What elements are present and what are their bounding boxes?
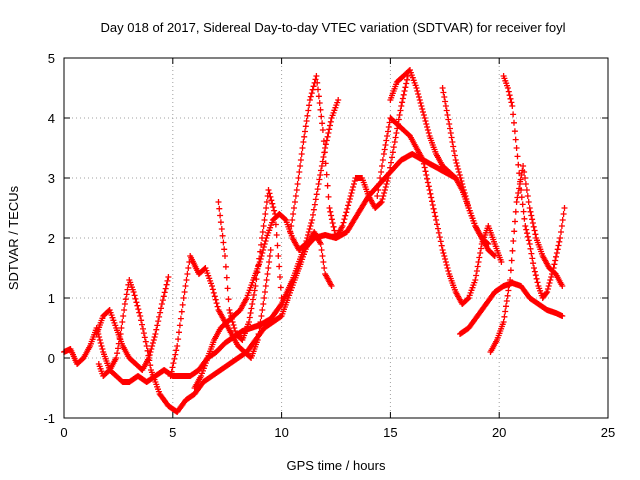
y-tick-label: -1: [43, 411, 55, 426]
y-tick-label: 0: [48, 351, 55, 366]
y-tick-label: 2: [48, 231, 55, 246]
x-tick-label: 10: [274, 425, 288, 440]
series-markers: [457, 280, 566, 337]
series-track-7: [287, 73, 411, 241]
y-axis-label: SDTVAR / TECUs: [6, 185, 21, 290]
x-axis-label: GPS time / hours: [287, 458, 386, 473]
x-tick-label: 15: [383, 425, 397, 440]
series-track-11: [457, 280, 566, 337]
x-tick-label: 0: [60, 425, 67, 440]
series-markers: [487, 163, 566, 355]
series-markers: [374, 115, 505, 307]
x-tick-label: 20: [492, 425, 506, 440]
series-track-13: [487, 163, 566, 355]
series-markers: [287, 73, 411, 241]
series-track-10: [439, 85, 498, 259]
chart-title: Day 018 of 2017, Sidereal Day-to-day VTE…: [100, 20, 565, 35]
series-markers: [215, 187, 285, 343]
data-points: [61, 67, 568, 415]
y-tick-label: 4: [48, 111, 55, 126]
y-tick-label: 3: [48, 171, 55, 186]
series-track-6: [215, 187, 285, 343]
x-tick-label: 5: [169, 425, 176, 440]
series-markers: [191, 97, 342, 391]
series-track-5: [191, 97, 342, 391]
x-tick-label: 25: [601, 425, 615, 440]
series-track-8: [374, 115, 505, 307]
series-markers: [439, 85, 498, 259]
axis-ticks: 0 5 10 15 20 25 -1 0 1 2 3 4 5: [43, 51, 615, 440]
y-tick-label: 5: [48, 51, 55, 66]
y-tick-label: 1: [48, 291, 55, 306]
